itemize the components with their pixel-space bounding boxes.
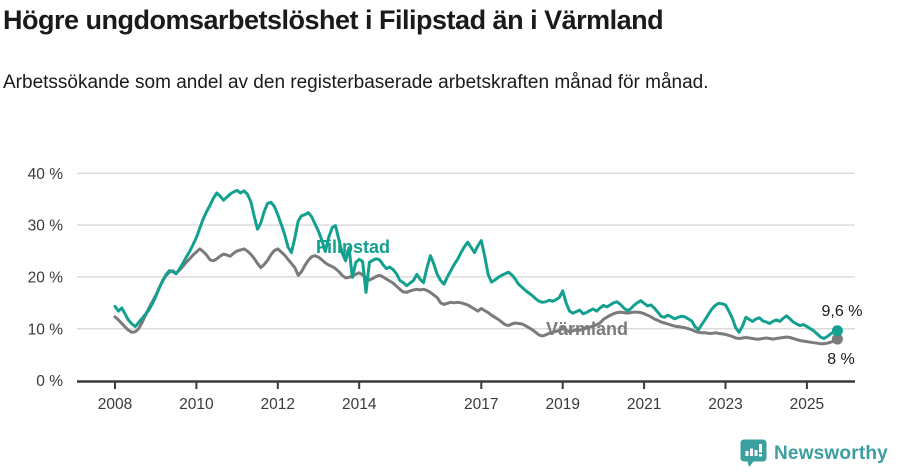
värmland-end-dot: [831, 333, 843, 345]
y-tick-label: 30 %: [28, 218, 64, 235]
x-axis-ticks: [114, 381, 808, 389]
newsworthy-logo: Newsworthy: [740, 439, 888, 468]
x-tick-label: 2021: [627, 396, 661, 413]
y-tick-label: 10 %: [28, 321, 64, 338]
x-tick-label: 2012: [261, 396, 295, 413]
filipstad-series-label: Filipstad: [316, 237, 390, 257]
x-tick-label: 2010: [179, 396, 214, 413]
y-tick-label: 20 %: [28, 270, 64, 287]
filipstad-line: [113, 188, 839, 340]
chart-subtitle: Arbetssökande som andel av den registerb…: [3, 72, 709, 93]
filipstad-end-value-label: 9,6 %: [822, 303, 863, 320]
unemployment-line-chart: 0 % 10 % 20 % 30 % 40 % 2008 2010 2012 2014 2017…: [28, 166, 863, 413]
newsworthy-wordmark: Newsworthy: [774, 442, 888, 464]
page-title: Högre ungdomsarbetslöshet i Filipstad än…: [3, 5, 664, 35]
newsworthy-bubble-chart-icon: [740, 439, 767, 467]
x-tick-label: 2014: [342, 396, 377, 413]
filipstad-end-dot: [831, 325, 843, 337]
series-lines: [113, 188, 843, 346]
gridlines: [77, 172, 855, 330]
varmland-series-label: Värmland: [546, 319, 628, 339]
x-tick-label: 2019: [545, 396, 579, 413]
varmland-end-value-label: 8 %: [827, 351, 855, 368]
y-tick-label: 0 %: [36, 373, 63, 390]
x-tick-label: 2023: [708, 396, 742, 413]
y-axis-labels: 0 % 10 % 20 % 30 % 40 %: [28, 166, 64, 390]
x-tick-label: 2017: [464, 396, 498, 413]
x-tick-label: 2025: [790, 396, 824, 413]
värmland-line: [113, 247, 839, 346]
x-tick-label: 2008: [98, 396, 132, 413]
y-tick-label: 40 %: [28, 166, 64, 183]
x-axis-labels: 2008 2010 2012 2014 2017 2019 2021 2023 2025: [98, 396, 824, 413]
